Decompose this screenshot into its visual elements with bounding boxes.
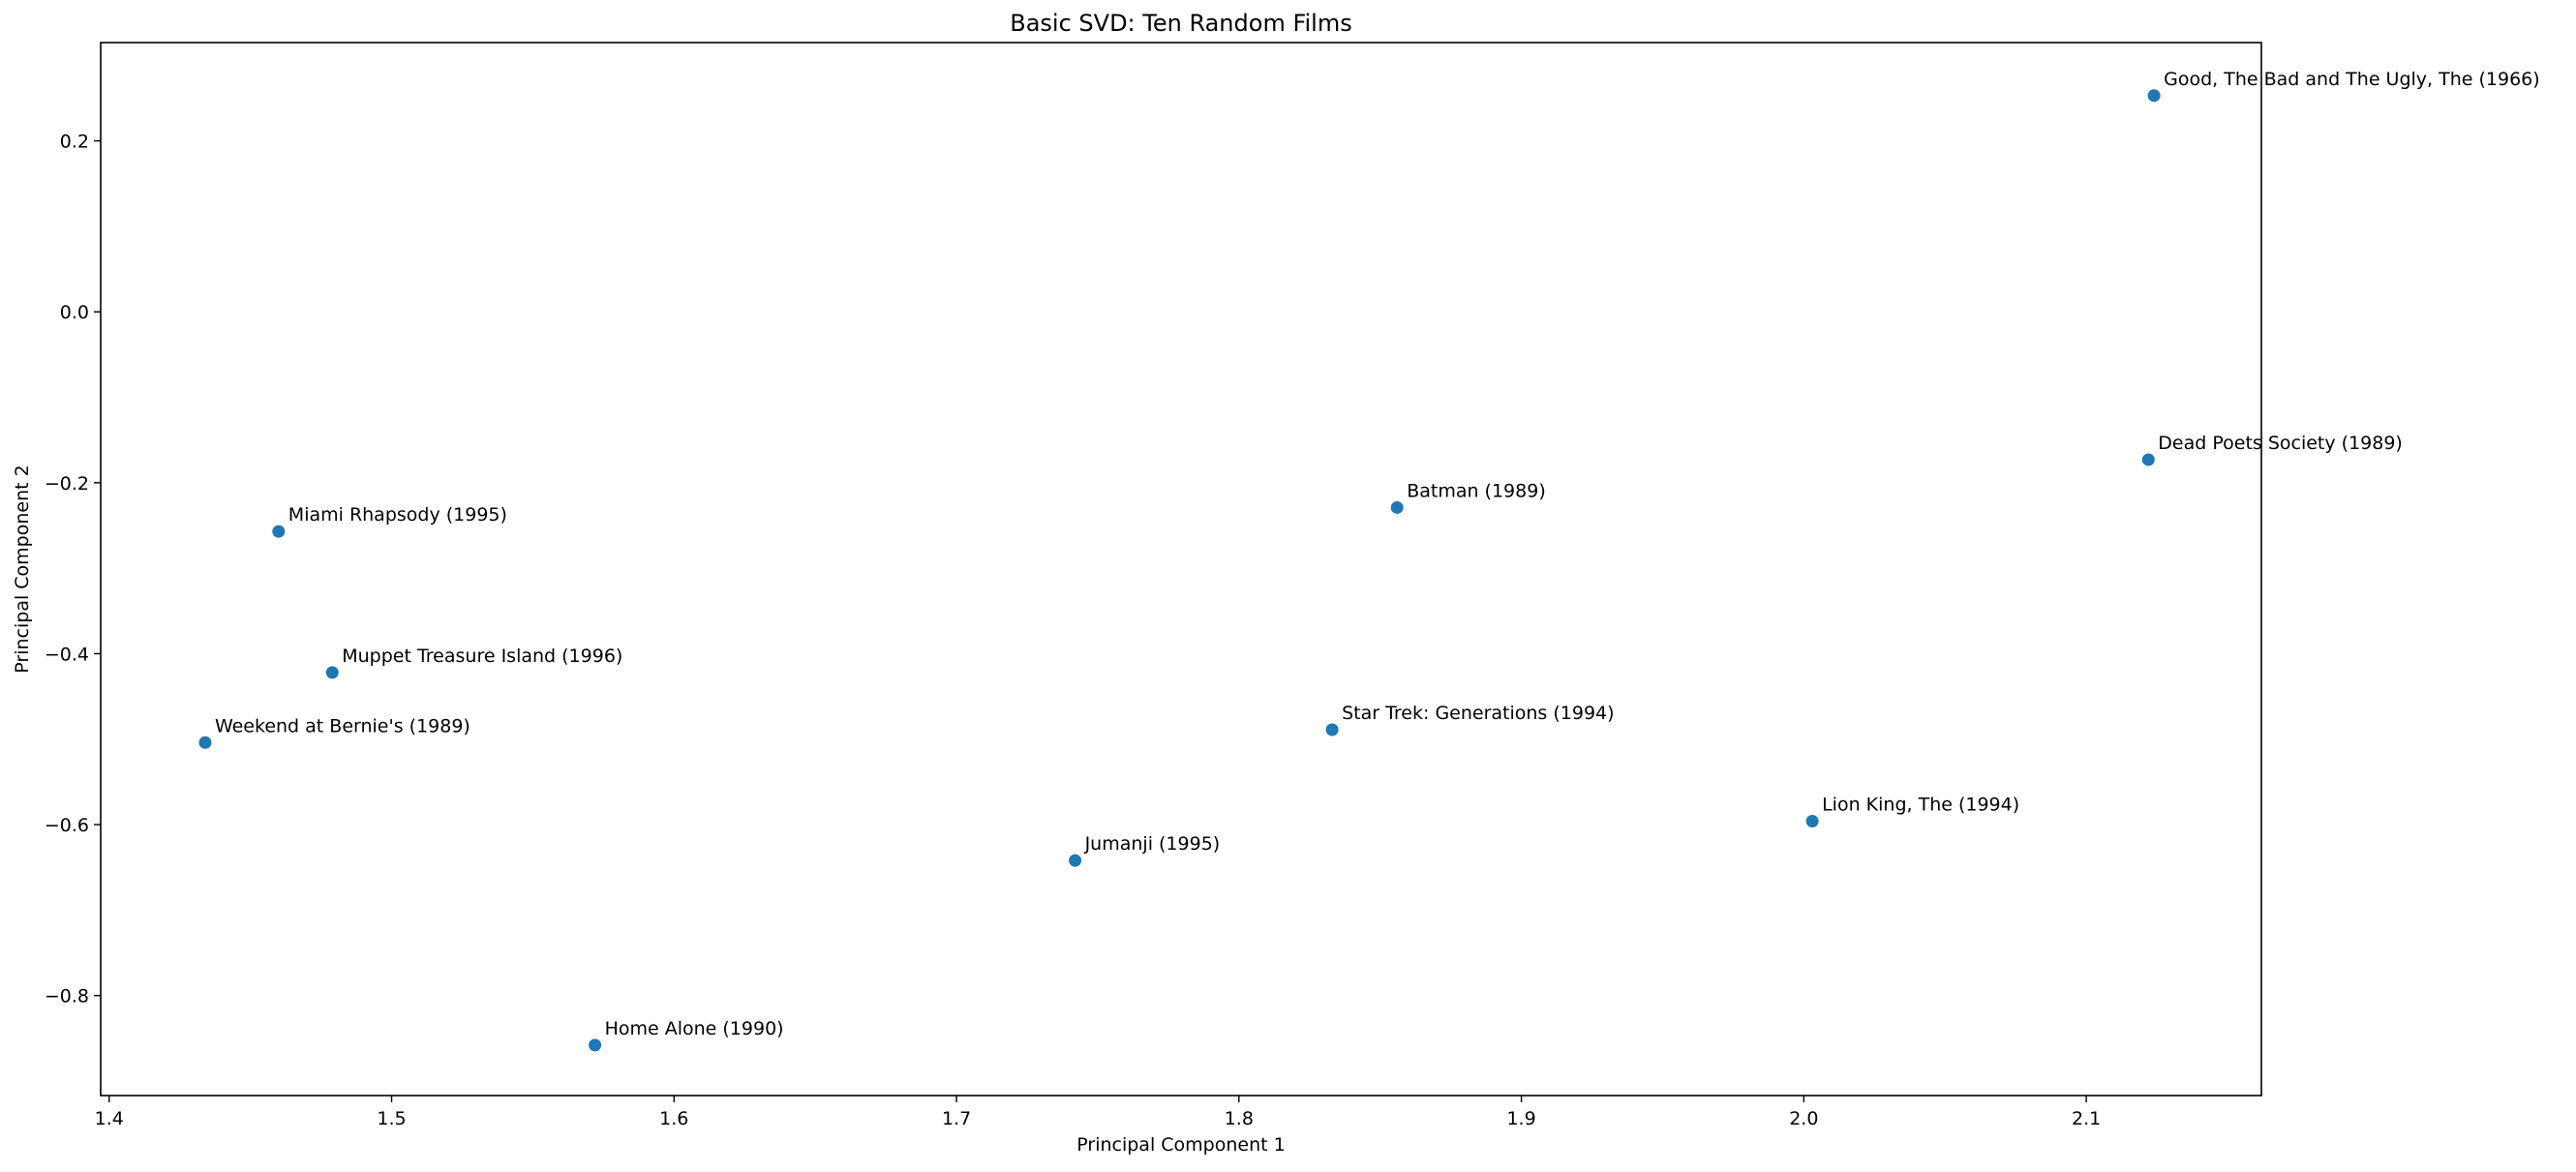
x-axis-label: Principal Component 1 xyxy=(1076,1134,1285,1156)
data-point xyxy=(325,666,339,679)
chart-title: Basic SVD: Ten Random Films xyxy=(1010,10,1351,37)
y-tick-label: −0.2 xyxy=(45,473,89,495)
data-point xyxy=(272,525,286,538)
data-point-label: Lion King, The (1994) xyxy=(1822,795,2019,816)
x-tick-label: 1.6 xyxy=(659,1108,688,1129)
y-tick-label: −0.8 xyxy=(45,986,89,1007)
x-tick-label: 1.4 xyxy=(95,1108,124,1129)
x-tick-label: 1.8 xyxy=(1225,1108,1254,1129)
data-point-label: Dead Poets Society (1989) xyxy=(2158,433,2403,454)
x-tick-label: 2.1 xyxy=(2072,1108,2101,1129)
data-point-label: Jumanji (1995) xyxy=(1084,833,1221,855)
y-tick-label: −0.6 xyxy=(45,815,89,836)
plot-area-frame xyxy=(100,42,2262,1097)
x-tick-label: 1.9 xyxy=(1506,1108,1535,1129)
data-point xyxy=(2141,453,2155,466)
x-tick-label: 1.7 xyxy=(942,1108,971,1129)
x-tick-label: 1.5 xyxy=(377,1108,406,1129)
data-point xyxy=(1390,500,1404,514)
data-point xyxy=(589,1038,602,1052)
data-point-label: Star Trek: Generations (1994) xyxy=(1342,703,1614,724)
data-point xyxy=(198,736,212,749)
data-point-label: Miami Rhapsody (1995) xyxy=(288,504,507,526)
data-point-label: Weekend at Bernie's (1989) xyxy=(215,715,470,736)
y-tick-label: 0.0 xyxy=(60,302,89,323)
data-point-label: Good, The Bad and The Ugly, The (1966) xyxy=(2164,69,2540,90)
data-point xyxy=(1069,854,1082,867)
y-tick-label: 0.2 xyxy=(60,132,89,153)
data-point xyxy=(1805,815,1819,828)
data-point-label: Muppet Treasure Island (1996) xyxy=(342,646,622,667)
y-axis-ticks: 0.2 0.0 −0.2 −0.4 −0.6 −0.8 xyxy=(45,132,101,1007)
data-point-label: Batman (1989) xyxy=(1407,480,1546,501)
y-axis-label: Principal Component 2 xyxy=(12,465,33,673)
y-tick-label: −0.4 xyxy=(45,644,89,665)
data-point xyxy=(1325,723,1339,736)
x-axis-ticks: 1.4 1.5 1.6 1.7 1.8 1.9 2.0 2.1 xyxy=(95,1096,2101,1129)
x-tick-label: 2.0 xyxy=(1789,1108,1818,1129)
data-point xyxy=(2147,89,2161,103)
data-points xyxy=(198,89,2161,1052)
data-point-labels: Good, The Bad and The Ugly, The (1966) De… xyxy=(215,69,2540,1039)
data-point-label: Home Alone (1990) xyxy=(605,1018,784,1039)
